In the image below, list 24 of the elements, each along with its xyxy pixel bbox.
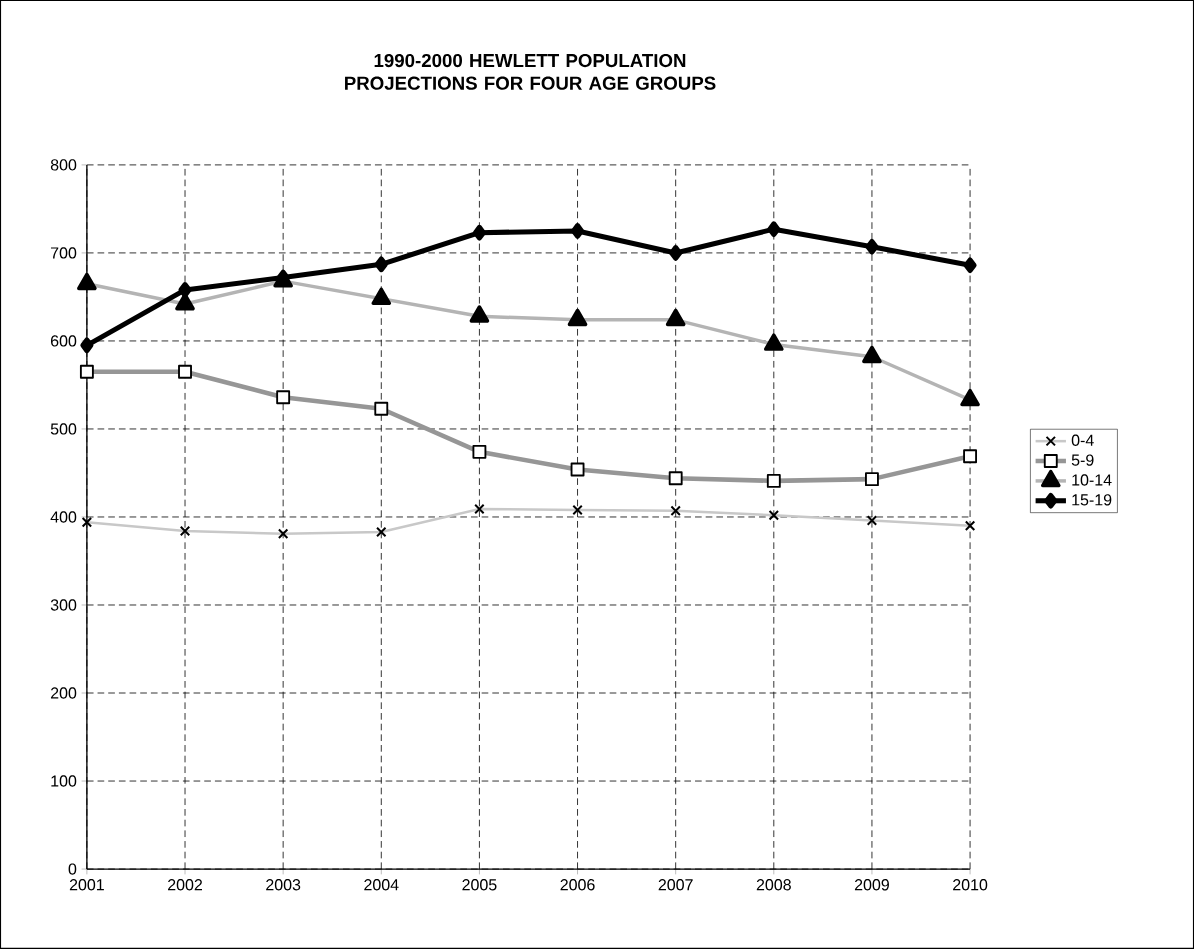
y-tick-label: 300 [50,599,77,611]
chart-title: 1990-2000 HEWLETT POPULATION PROJECTIONS FOR FOUR AGE GROUPS [345,53,716,90]
x-tick-label: 2008 [756,879,791,891]
y-tick-label: 500 [50,423,77,435]
y-tick-label: 700 [50,247,77,259]
legend-label: 5-9 [1071,454,1094,466]
y-tick-label: 200 [50,687,77,699]
x-tick-label: 2001 [69,879,104,891]
x-tick-label: 2006 [560,879,595,891]
x-tick-label: 2005 [462,879,497,891]
legend-label: 15-19 [1072,494,1112,506]
legend-label: 0-4 [1071,434,1094,446]
x-tick-label: 2009 [854,879,889,891]
legend-label: 10-14 [1072,474,1112,486]
x-tick-label: 2010 [953,879,988,891]
y-tick-label: 400 [50,511,77,523]
x-tick-label: 2007 [658,879,693,891]
y-tick-label: 600 [50,335,77,347]
x-tick-label: 2003 [266,879,301,891]
x-tick-label: 2004 [364,879,399,891]
y-tick-label: 0 [68,863,77,875]
y-tick-label: 800 [50,159,77,171]
x-tick-label: 2002 [168,879,203,891]
y-tick-label: 100 [51,775,77,787]
